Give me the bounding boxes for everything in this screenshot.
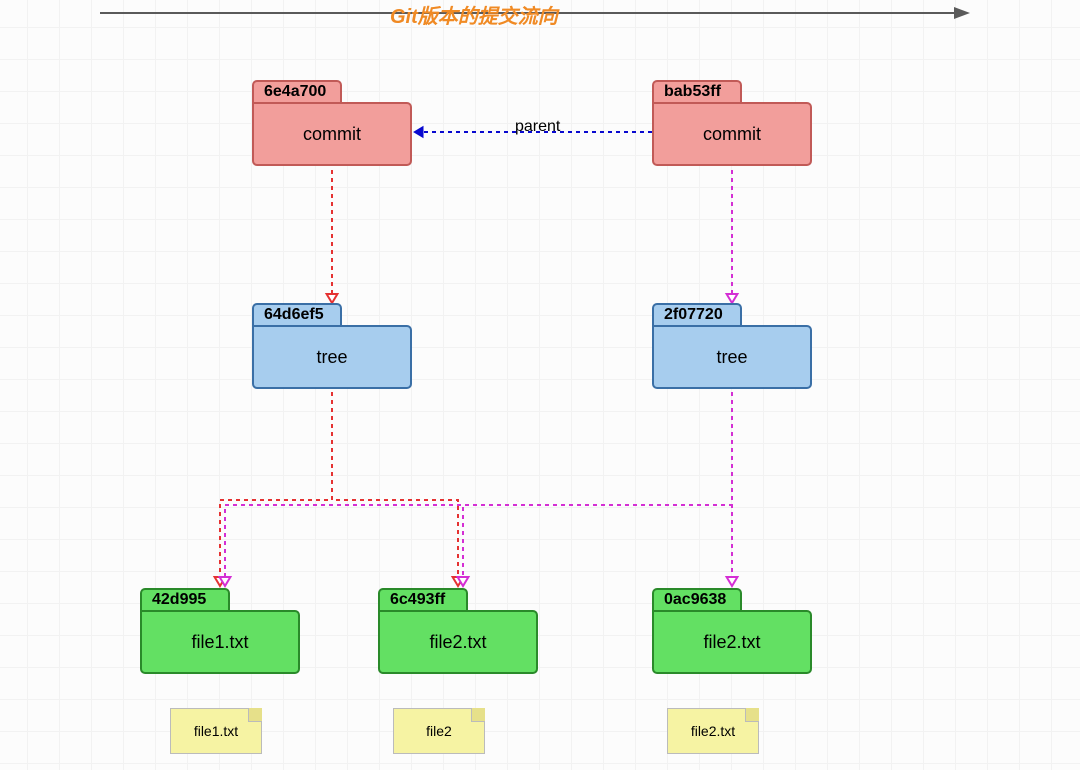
edge-e_t2_b1 bbox=[225, 392, 732, 584]
note-fold-icon bbox=[248, 708, 262, 722]
note-note1-text: file1.txt bbox=[194, 723, 238, 739]
node-commit1-hash: 6e4a700 bbox=[252, 80, 342, 104]
edge-e_parent-arrowhead-icon bbox=[414, 127, 423, 138]
node-blob1: 42d995file1.txt bbox=[140, 588, 300, 674]
note-note2: file2 bbox=[393, 708, 485, 754]
edge-label-e_parent: parent bbox=[515, 118, 560, 136]
edge-e_t2_b3-arrowhead-icon bbox=[727, 577, 738, 586]
node-tree2-hash: 2f07720 bbox=[652, 303, 742, 327]
node-blob3-hash: 0ac9638 bbox=[652, 588, 742, 612]
note-note3: file2.txt bbox=[667, 708, 759, 754]
node-blob2-hash: 6c493ff bbox=[378, 588, 468, 612]
node-blob3-label: file2.txt bbox=[652, 610, 812, 674]
edge-e_t1_b2-arrowhead-icon bbox=[453, 577, 464, 586]
diagram-canvas: Git版本的提交流向 6e4a700commitbab53ffcommit64d… bbox=[0, 0, 1080, 770]
node-blob2-label: file2.txt bbox=[378, 610, 538, 674]
title-arrow-head bbox=[954, 7, 970, 19]
note-fold-icon bbox=[471, 708, 485, 722]
node-commit2-label: commit bbox=[652, 102, 812, 166]
node-commit1-label: commit bbox=[252, 102, 412, 166]
note-fold-icon bbox=[745, 708, 759, 722]
node-commit1: 6e4a700commit bbox=[252, 80, 412, 166]
note-note1: file1.txt bbox=[170, 708, 262, 754]
node-blob3: 0ac9638file2.txt bbox=[652, 588, 812, 674]
diagram-title: Git版本的提交流向 bbox=[390, 0, 558, 29]
node-tree2-label: tree bbox=[652, 325, 812, 389]
edge-e_c1_t1-arrowhead-icon bbox=[327, 294, 338, 303]
node-commit2-hash: bab53ff bbox=[652, 80, 742, 104]
node-commit2: bab53ffcommit bbox=[652, 80, 812, 166]
edge-e_t2_b1-arrowhead-icon bbox=[220, 577, 231, 586]
edge-e_t1_b1-arrowhead-icon bbox=[215, 577, 226, 586]
node-tree1-hash: 64d6ef5 bbox=[252, 303, 342, 327]
edge-e_t1_b1 bbox=[220, 392, 332, 584]
node-tree2: 2f07720tree bbox=[652, 303, 812, 389]
edge-e_t2_b2-arrowhead-icon bbox=[458, 577, 469, 586]
node-tree1: 64d6ef5tree bbox=[252, 303, 412, 389]
edge-e_t2_b2 bbox=[463, 392, 732, 584]
node-blob1-hash: 42d995 bbox=[140, 588, 230, 612]
note-note2-text: file2 bbox=[426, 723, 452, 739]
note-note3-text: file2.txt bbox=[691, 723, 735, 739]
edge-e_t1_b2 bbox=[332, 392, 458, 584]
node-blob1-label: file1.txt bbox=[140, 610, 300, 674]
node-tree1-label: tree bbox=[252, 325, 412, 389]
edge-e_c2_t2-arrowhead-icon bbox=[727, 294, 738, 303]
node-blob2: 6c493fffile2.txt bbox=[378, 588, 538, 674]
